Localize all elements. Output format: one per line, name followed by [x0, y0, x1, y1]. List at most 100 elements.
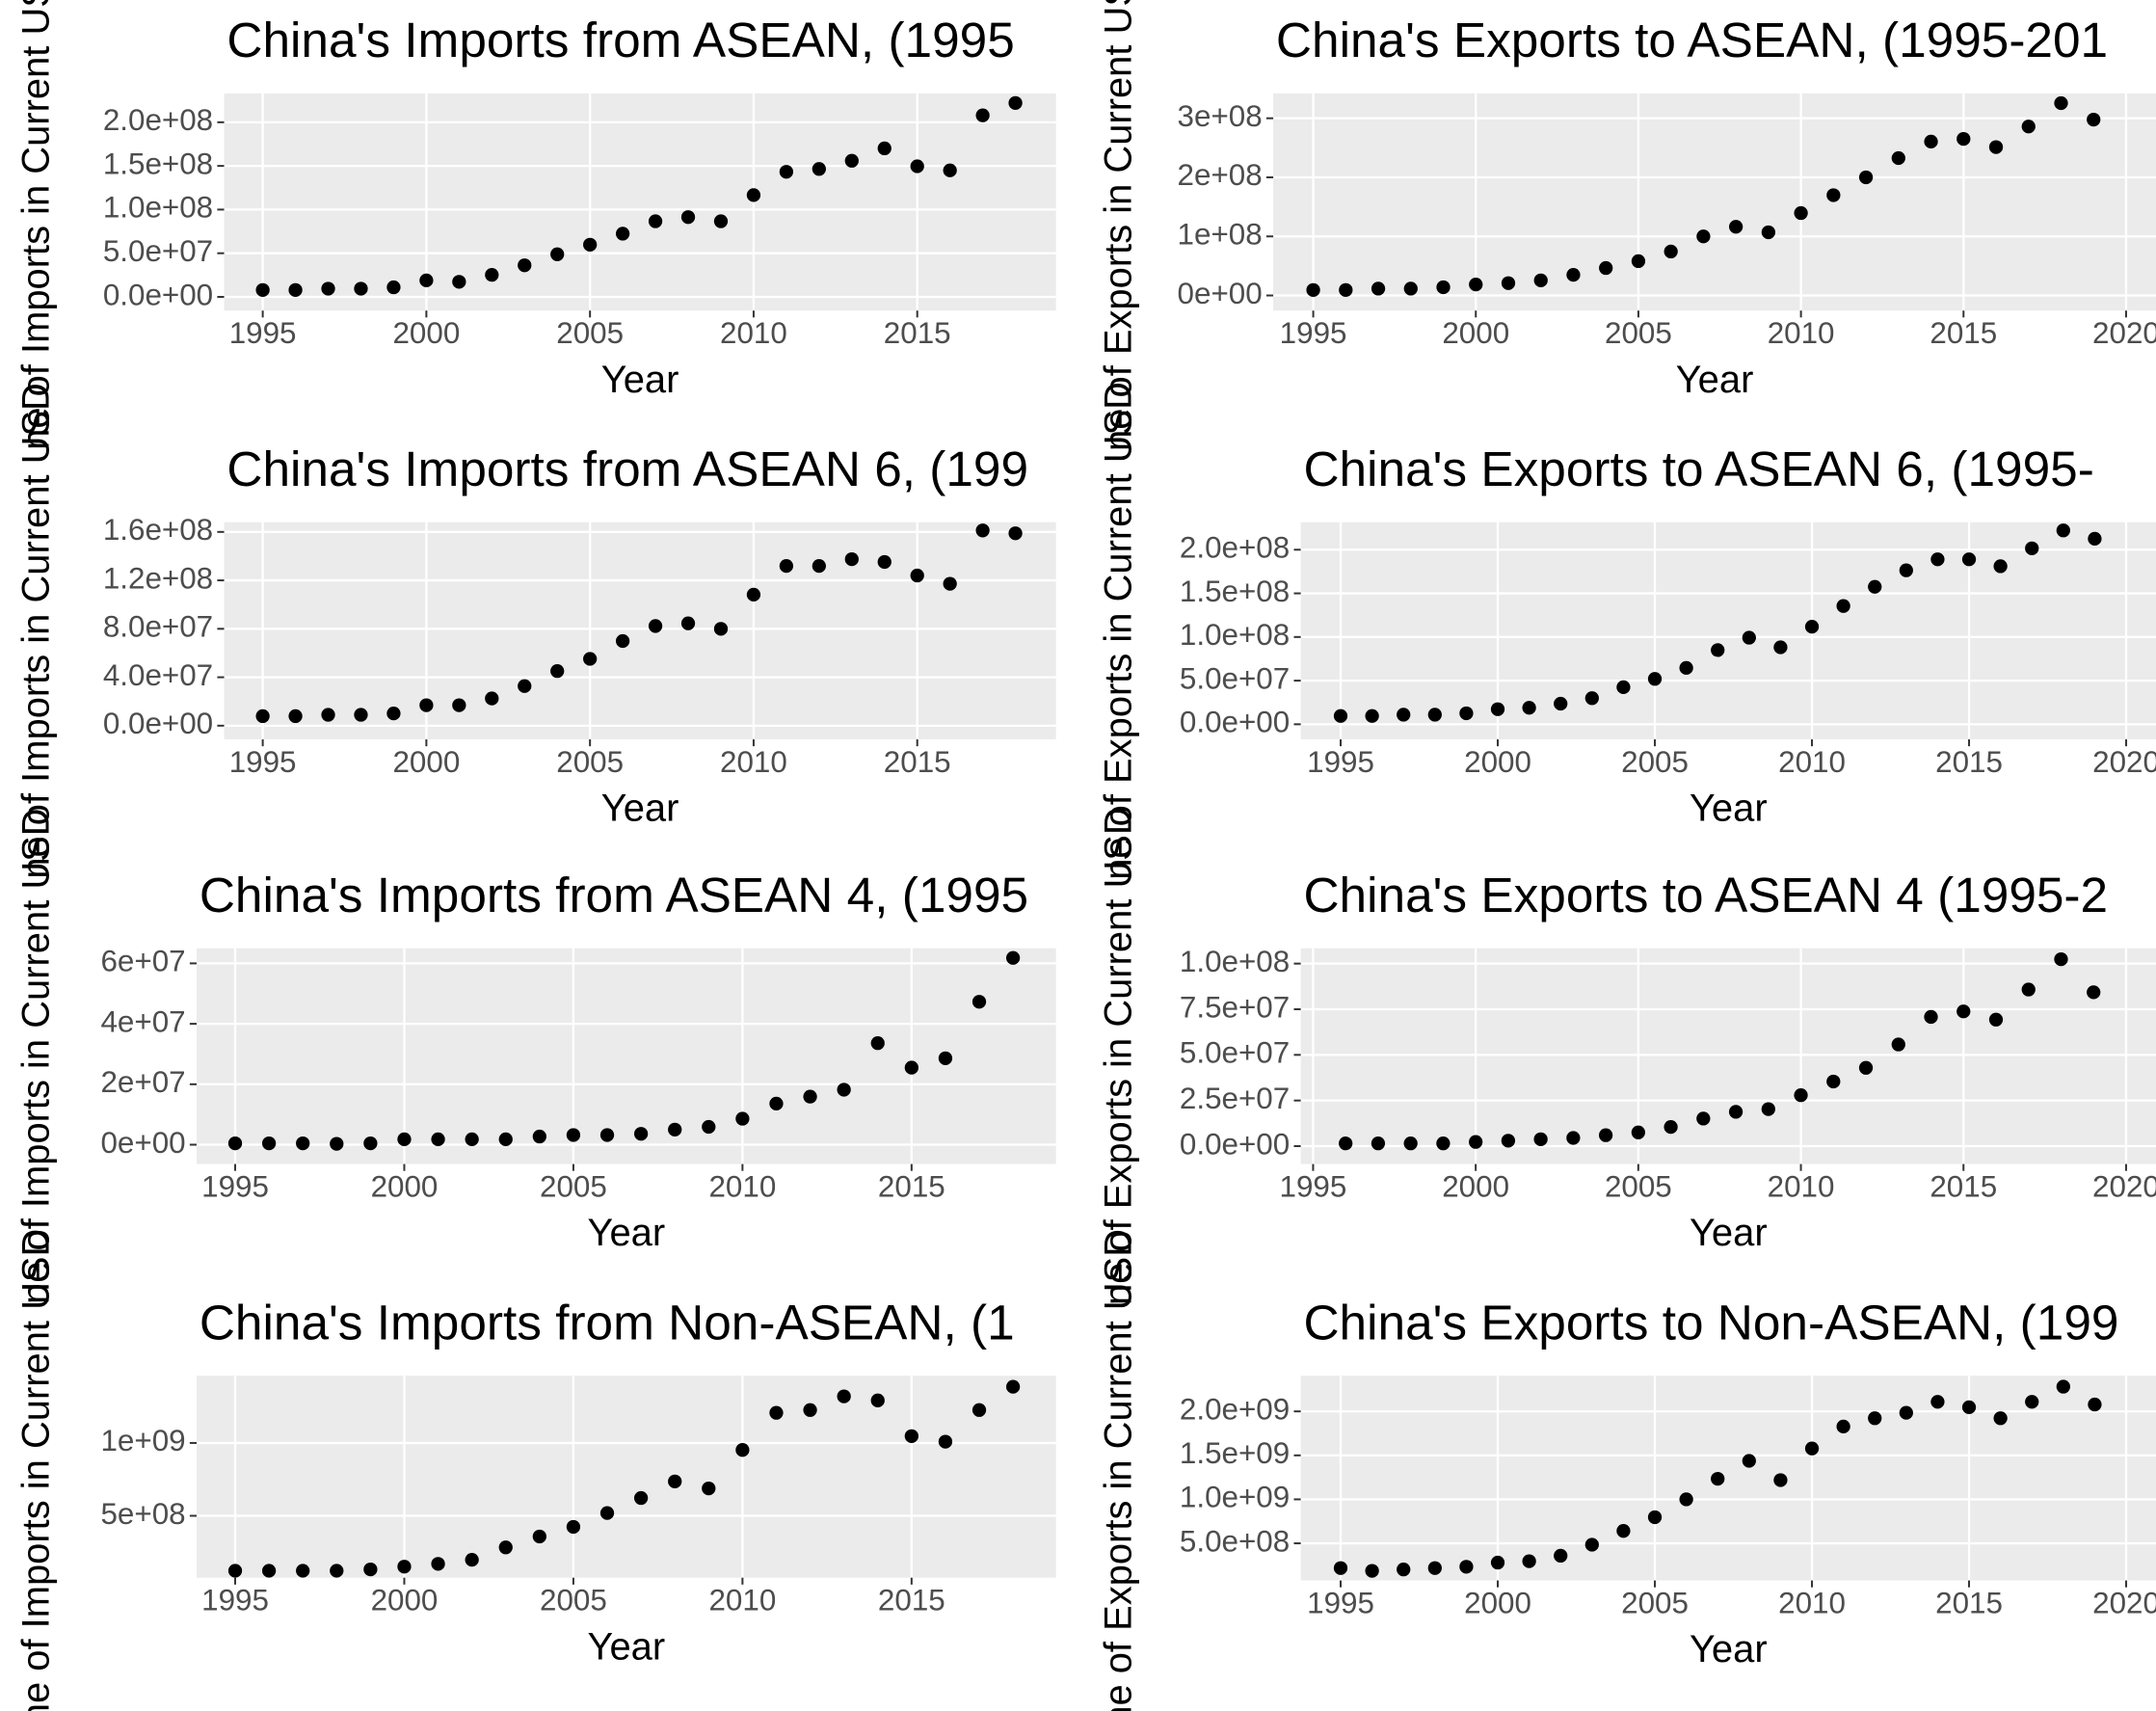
- x-axis-title: Year: [1690, 1212, 1768, 1254]
- data-point: [1533, 273, 1548, 287]
- x-tick-label: 2010: [720, 745, 787, 779]
- data-point: [904, 1060, 918, 1075]
- data-point: [2021, 120, 2036, 134]
- chart-title: China's Imports from ASEAN 4, (1995: [200, 868, 1028, 922]
- data-point: [1533, 1132, 1548, 1146]
- x-tick-label: 1995: [1280, 1170, 1347, 1204]
- x-tick-label: 1995: [229, 745, 297, 779]
- data-point: [1427, 1561, 1442, 1575]
- y-tick-label: 1e+09: [100, 1424, 185, 1457]
- data-point: [1339, 1136, 1353, 1151]
- data-point: [1436, 280, 1451, 295]
- y-tick-label: 7.5e+07: [1180, 990, 1290, 1024]
- data-point: [1501, 276, 1516, 290]
- data-point: [1868, 579, 1882, 594]
- data-point: [615, 227, 630, 241]
- data-point: [386, 707, 401, 721]
- y-tick-label: 1.6e+08: [103, 513, 213, 547]
- data-point: [1365, 1564, 1379, 1578]
- y-tick-label: 1.5e+09: [1180, 1436, 1290, 1470]
- data-point: [1333, 708, 1348, 723]
- data-point: [1761, 225, 1776, 240]
- data-point: [599, 1506, 615, 1520]
- x-tick-label: 2015: [1930, 1170, 1997, 1204]
- x-tick-label: 2015: [1935, 1587, 2003, 1620]
- data-point: [1584, 691, 1599, 706]
- data-point: [363, 1136, 378, 1151]
- data-point: [1728, 1105, 1743, 1119]
- y-tick-label: 1.0e+08: [103, 191, 213, 225]
- data-point: [1826, 188, 1841, 202]
- data-point: [1993, 1411, 2008, 1426]
- data-point: [713, 214, 729, 228]
- data-point: [419, 273, 434, 287]
- chart-title: China's Imports from Non-ASEAN, (1: [200, 1295, 1015, 1350]
- x-tick-label: 2000: [1442, 316, 1509, 350]
- x-tick-label: 2000: [1464, 745, 1531, 779]
- x-axis-title: Year: [587, 1625, 665, 1668]
- data-point: [943, 576, 957, 591]
- x-tick-label: 2020: [2092, 316, 2156, 350]
- y-tick-label: 2.5e+07: [1180, 1082, 1290, 1115]
- data-point: [910, 568, 924, 583]
- data-point: [1365, 708, 1379, 723]
- y-tick-label: 0.0e+00: [103, 707, 213, 740]
- x-tick-label: 2015: [1935, 745, 2003, 779]
- data-point: [769, 1096, 784, 1110]
- data-point: [498, 1540, 513, 1555]
- y-tick-label: 8.0e+07: [103, 610, 213, 644]
- data-point: [1566, 1131, 1581, 1145]
- data-point: [2025, 541, 2039, 555]
- data-point: [910, 159, 924, 174]
- data-point: [1711, 643, 1725, 657]
- data-point: [485, 691, 499, 706]
- data-point: [1956, 1004, 1971, 1019]
- plot-background: [1273, 93, 2156, 311]
- data-point: [2056, 1379, 2070, 1394]
- data-point: [769, 1405, 784, 1420]
- y-tick-label: 1e+08: [1178, 218, 1263, 252]
- data-point: [2054, 95, 2068, 111]
- data-point: [1858, 170, 1874, 185]
- x-tick-label: 2010: [708, 1584, 776, 1617]
- data-point: [1469, 277, 1483, 292]
- data-point: [1956, 131, 1971, 147]
- x-tick-label: 1995: [1307, 745, 1374, 779]
- y-tick-label: 2e+08: [1178, 158, 1263, 192]
- data-point: [1403, 1136, 1418, 1151]
- x-tick-label: 2000: [371, 1170, 439, 1204]
- y-tick-label: 1.0e+08: [1180, 945, 1290, 978]
- data-point: [1930, 1395, 1945, 1409]
- plot-background: [197, 1376, 1056, 1578]
- data-point: [844, 551, 859, 567]
- x-tick-label: 1995: [1280, 316, 1347, 350]
- plot-background: [224, 521, 1056, 740]
- data-point: [321, 708, 335, 722]
- data-point: [2021, 982, 2036, 997]
- x-tick-label: 2005: [556, 316, 624, 350]
- data-point: [1522, 701, 1536, 715]
- data-point: [1459, 706, 1474, 721]
- data-point: [633, 1490, 649, 1506]
- data-point: [1891, 1037, 1905, 1052]
- data-point: [735, 1111, 750, 1126]
- data-point: [1339, 282, 1353, 297]
- x-tick-label: 2020: [2092, 1170, 2156, 1204]
- y-axis-title: ne of Exports in Current USD: [1097, 0, 1139, 451]
- data-point: [972, 1403, 987, 1417]
- left-column: 0.0e+00 5.0e+07 1.0e+08 1.5e+08 2.0e+08 1995 2…: [14, 0, 1056, 1711]
- data-point: [532, 1529, 546, 1544]
- y-tick-label: 0.0e+00: [1180, 706, 1290, 739]
- x-tick-label: 2015: [878, 1584, 945, 1617]
- data-point: [1501, 1134, 1516, 1148]
- data-point: [431, 1132, 445, 1146]
- data-point: [1584, 1537, 1599, 1552]
- data-point: [938, 1434, 953, 1449]
- y-tick-label: 0e+00: [100, 1126, 185, 1160]
- data-point: [2087, 985, 2101, 1000]
- x-tick-label: 2000: [392, 745, 460, 779]
- data-point: [746, 587, 761, 602]
- data-point: [1631, 1125, 1645, 1139]
- data-point: [465, 1552, 479, 1567]
- data-point: [255, 708, 270, 724]
